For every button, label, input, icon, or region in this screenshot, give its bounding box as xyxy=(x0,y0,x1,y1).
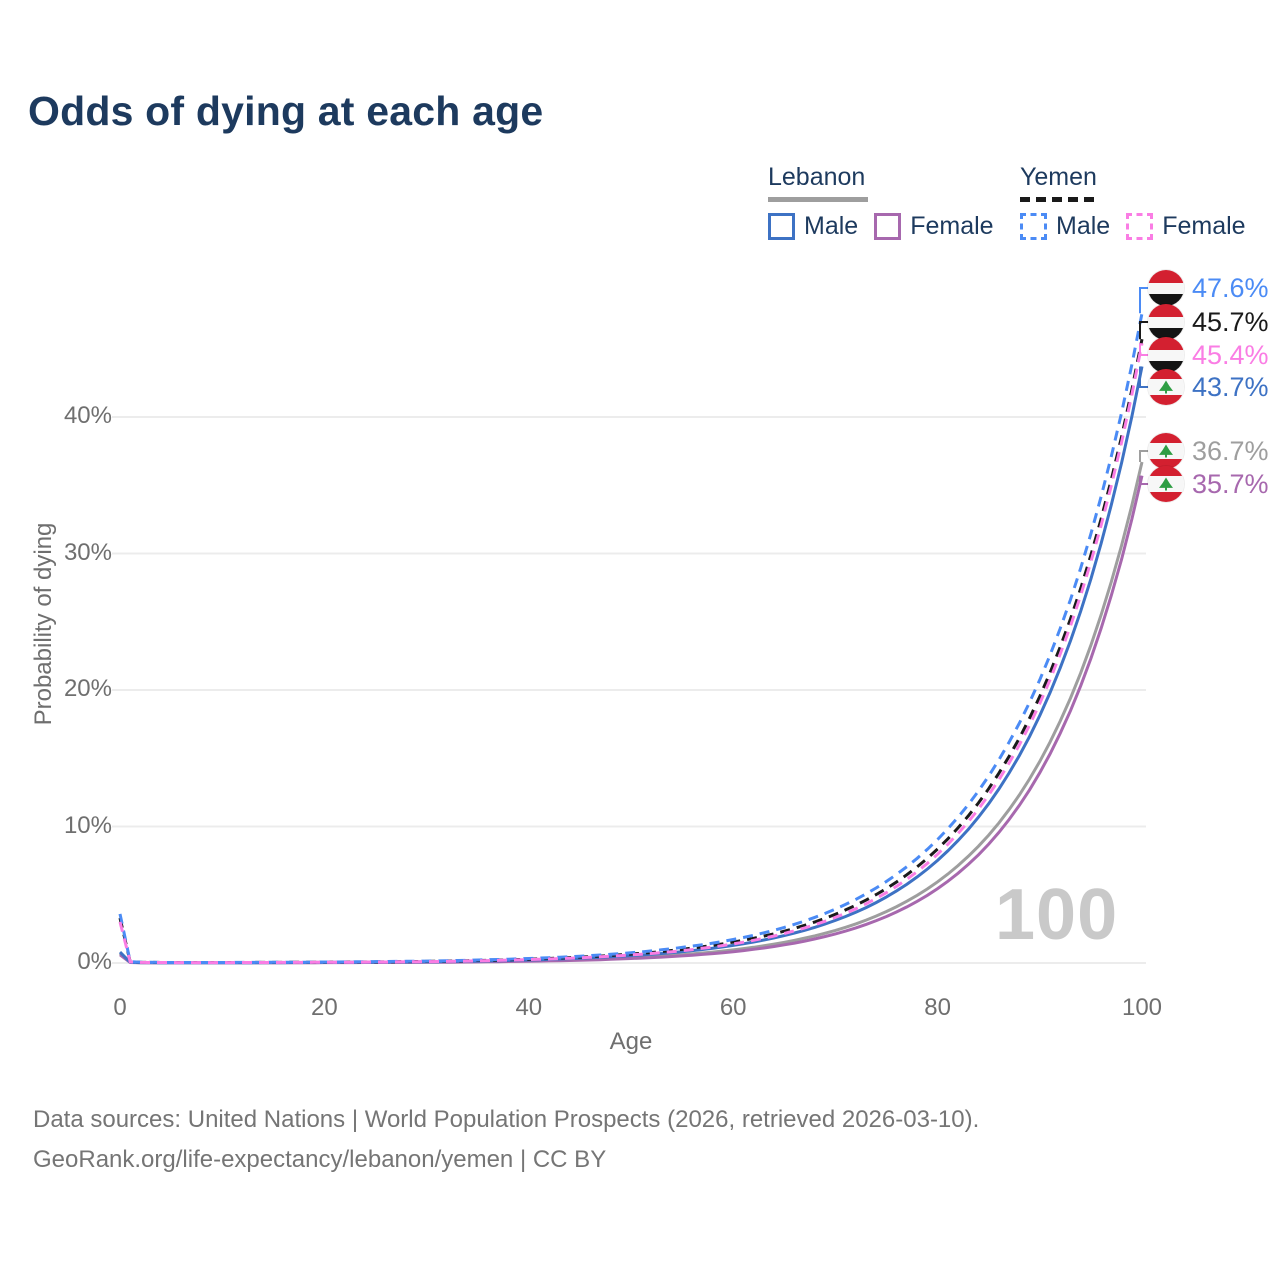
legend-underline-yemen-dashed xyxy=(1020,197,1100,202)
y-axis-tick: 30% xyxy=(63,538,112,566)
y-axis-tick: 20% xyxy=(63,675,112,702)
legend-yemen-female-swatch[interactable] xyxy=(1126,213,1154,240)
legend-row-lebanon: Male Female xyxy=(768,212,1010,241)
legend-lebanon-male-swatch[interactable] xyxy=(768,213,795,240)
end-label-yemen-both: 45.7% xyxy=(1148,304,1269,340)
y-axis-tick: 40% xyxy=(63,402,112,429)
legend-yemen-male-label[interactable]: Male xyxy=(1056,212,1111,240)
y-axis-tick: 0% xyxy=(77,948,112,975)
yemen-flag-icon xyxy=(1148,270,1184,306)
legend-country-yemen[interactable]: Yemen xyxy=(1020,163,1097,191)
end-label-value: 35.7% xyxy=(1192,468,1269,499)
legend-lebanon-female-label[interactable]: Female xyxy=(910,212,994,240)
yemen-flag-icon xyxy=(1148,304,1184,340)
end-label-value: 45.7% xyxy=(1192,306,1269,337)
x-axis-title: Age xyxy=(609,1028,653,1055)
y-axis-tick: 10% xyxy=(63,811,112,839)
legend-yemen-male-swatch[interactable] xyxy=(1020,213,1047,240)
end-label-yemen-female: 45.4% xyxy=(1148,337,1269,373)
legend-group-lebanon: Lebanon Male Female xyxy=(768,163,1010,241)
end-label-value: 43.7% xyxy=(1192,371,1269,402)
lebanon-flag-icon xyxy=(1148,369,1184,405)
end-label-lebanon-male: 43.7% xyxy=(1148,369,1269,405)
series-line-lebanon-male xyxy=(118,366,1144,965)
legend-row-yemen: Male Female xyxy=(1020,212,1262,241)
lebanon-flag-icon xyxy=(1148,466,1184,502)
legend-lebanon-male-label[interactable]: Male xyxy=(804,212,859,240)
x-axis-tick: 60 xyxy=(719,994,747,1021)
x-axis-tick: 0 xyxy=(113,994,127,1021)
legend-lebanon-female-swatch[interactable] xyxy=(874,213,902,240)
series-line-yemen-male xyxy=(118,313,1144,964)
legend-yemen-female-label[interactable]: Female xyxy=(1162,212,1246,240)
x-axis-tick: 80 xyxy=(924,994,951,1021)
end-label-lebanon-female: 35.7% xyxy=(1148,466,1269,502)
end-label-value: 36.7% xyxy=(1192,435,1269,466)
legend-country-lebanon[interactable]: Lebanon xyxy=(768,163,866,191)
x-axis-tick: 100 xyxy=(1121,994,1163,1021)
x-axis-tick: 40 xyxy=(515,994,543,1021)
chart-title: Odds of dying at each age xyxy=(28,88,544,134)
end-label-value: 47.6% xyxy=(1192,272,1269,303)
x-axis-tick: 20 xyxy=(311,994,338,1021)
series-line-lebanon-female xyxy=(119,475,1144,965)
legend-group-yemen: Yemen Male Female xyxy=(1020,163,1262,241)
end-label-lebanon-both: 36.7% xyxy=(1148,433,1269,469)
lebanon-flag-icon xyxy=(1148,433,1184,469)
series-line-lebanon-both xyxy=(119,461,1144,965)
yemen-flag-icon xyxy=(1148,337,1184,373)
series-line-yemen-both xyxy=(118,338,1144,964)
end-label-value: 45.4% xyxy=(1192,339,1269,370)
age-counter-watermark: 100 xyxy=(995,875,1119,955)
series-line-yemen-female xyxy=(118,343,1144,965)
attribution-link-text[interactable]: GeoRank.org/life-expectancy/lebanon/yeme… xyxy=(33,1146,607,1173)
legend-underline-lebanon-solid xyxy=(768,197,868,202)
data-sources-text: Data sources: United Nations | World Pop… xyxy=(33,1106,980,1133)
end-label-yemen-male: 47.6% xyxy=(1148,270,1269,306)
